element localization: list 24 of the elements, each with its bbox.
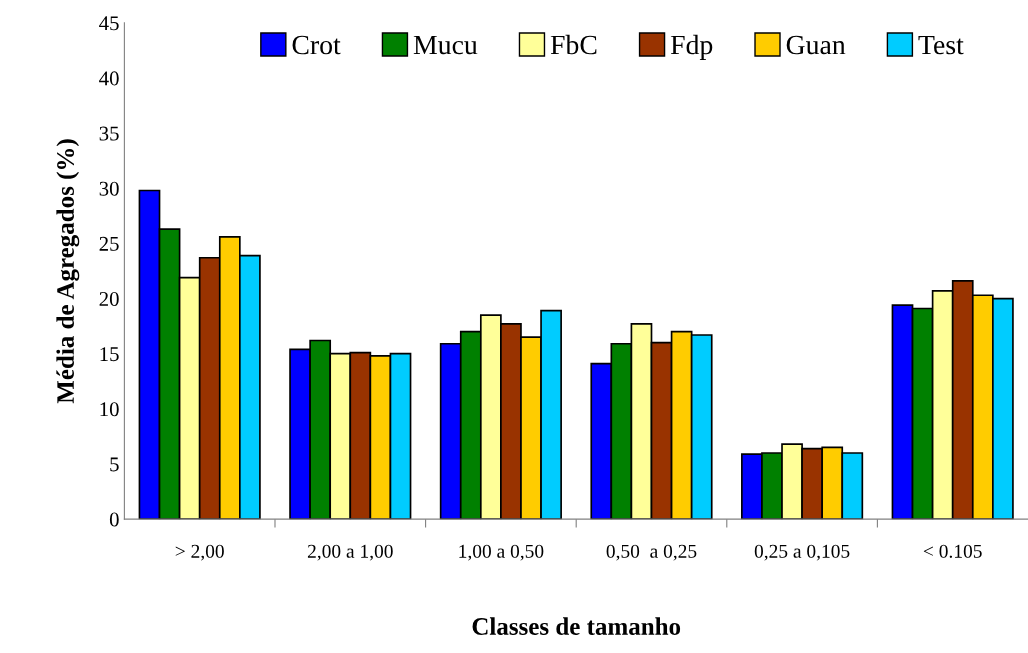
x-tick-label: < 0.105 (923, 544, 982, 558)
y-tick-label: 40 (99, 71, 119, 86)
x-axis-title: Classes de tamanho (472, 617, 681, 635)
legend-label: Fdp (670, 34, 713, 60)
legend-label: Crot (292, 35, 341, 55)
x-tick-label: 0,25 a 0,105 (754, 544, 850, 561)
y-tick-label: 30 (99, 181, 119, 196)
y-tick-label: 5 (110, 457, 119, 472)
x-tick-label: 1,00 a 0,50 (459, 544, 544, 561)
x-tick-label: 2,00 a 1,00 (307, 544, 393, 561)
legend-label: Guan (786, 35, 846, 55)
y-tick-label: 25 (99, 236, 119, 251)
y-axis-title: Média de Agregados (%) (56, 139, 80, 404)
legend-label: Test (918, 35, 964, 55)
y-tick-label: 0 (109, 512, 119, 527)
y-tick-label: 15 (100, 347, 119, 362)
y-tick-label: 45 (99, 16, 119, 31)
x-tick-label: 0,50 a 0,25 (606, 544, 697, 561)
legend-label: FbC (550, 34, 597, 55)
x-tick-label: > 2,00 (175, 544, 224, 561)
y-tick-label: 20 (99, 291, 119, 306)
y-tick-label: 10 (100, 402, 119, 417)
legend-label: Mucu (413, 35, 478, 55)
y-tick-label: 35 (99, 126, 119, 141)
